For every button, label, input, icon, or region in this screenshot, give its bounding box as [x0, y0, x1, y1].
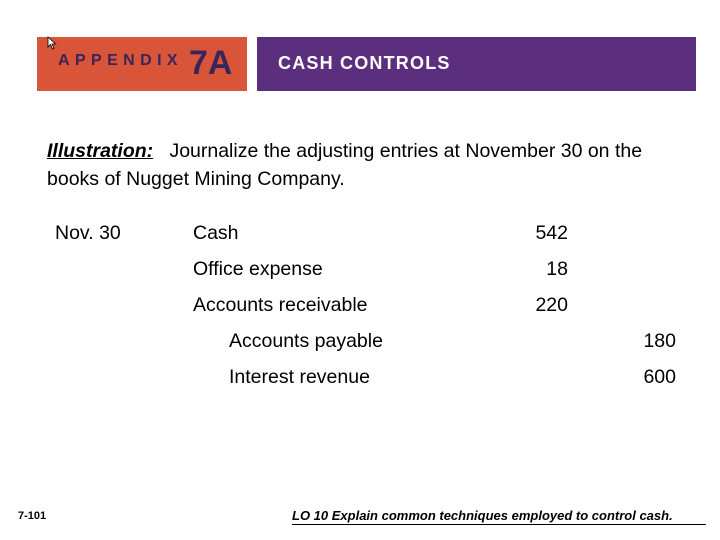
illustration-paragraph: Illustration: Journalize the adjusting e… [47, 137, 697, 193]
debit-account: Accounts receivable [193, 294, 368, 316]
appendix-label: APPENDIX [58, 52, 183, 69]
debit-amount: 542 [535, 222, 568, 244]
page-number: 7-101 [18, 510, 47, 522]
debit-amount: 18 [546, 258, 568, 280]
section-title: CASH CONTROLS [278, 53, 451, 73]
illustration-text: Journalize the adjusting entries at Nove… [47, 140, 643, 190]
credit-account: Accounts payable [229, 330, 383, 352]
entry-date: Nov. 30 [55, 222, 121, 244]
mouse-cursor-icon [47, 36, 57, 50]
appendix-banner [37, 37, 247, 91]
appendix-number: 7A [189, 44, 233, 82]
credit-amount: 180 [643, 330, 676, 352]
debit-account: Cash [193, 222, 239, 244]
credit-account: Interest revenue [229, 366, 370, 388]
credit-amount: 600 [643, 366, 676, 388]
section-banner [257, 37, 696, 91]
learning-objective: LO 10 Explain common techniques employed… [292, 508, 673, 523]
footer-divider [292, 524, 706, 525]
illustration-label: Illustration: [47, 140, 154, 162]
debit-amount: 220 [535, 294, 568, 316]
debit-account: Office expense [193, 258, 323, 280]
